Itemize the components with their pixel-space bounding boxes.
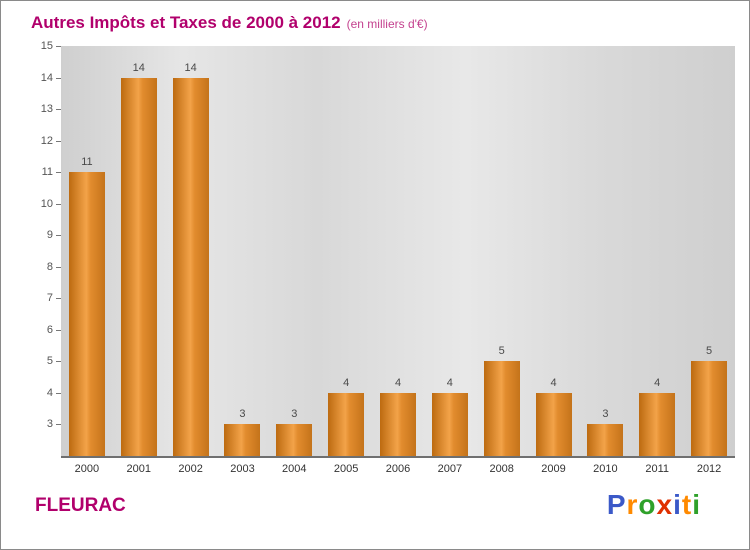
bar-value-label: 14 xyxy=(132,61,145,74)
bar xyxy=(691,361,728,456)
bar xyxy=(483,361,520,456)
x-tick-label: 2003 xyxy=(230,463,255,475)
y-tick-mark xyxy=(56,298,61,300)
chart-header: Autres Impôts et Taxes de 2000 à 2012 (en… xyxy=(31,13,428,33)
bar-value-label: 4 xyxy=(343,376,350,389)
bar-value-label: 5 xyxy=(498,345,505,358)
bar xyxy=(431,392,468,456)
logo-letter: o xyxy=(638,489,657,520)
bar xyxy=(328,392,365,456)
logo-letter: r xyxy=(626,489,639,520)
x-tick-label: 2008 xyxy=(489,463,514,475)
y-tick-mark xyxy=(56,172,61,174)
y-tick-label: 11 xyxy=(41,166,53,179)
logo-letter: P xyxy=(606,489,627,520)
bar-value-label: 14 xyxy=(184,61,197,74)
y-tick-label: 3 xyxy=(46,418,53,431)
y-tick-label: 7 xyxy=(46,292,53,305)
bar-value-label: 4 xyxy=(394,376,402,389)
bar-value-label: 3 xyxy=(291,408,298,421)
logo-letter: x xyxy=(656,489,674,520)
logo-letter: i xyxy=(692,489,701,520)
y-tick-label: 9 xyxy=(46,229,53,242)
bar-value-label: 4 xyxy=(446,376,453,389)
x-tick-label: 2010 xyxy=(593,463,618,475)
bar xyxy=(224,424,261,456)
proxiti-logo[interactable]: Proxiti xyxy=(607,489,701,521)
y-tick-label: 12 xyxy=(40,134,53,147)
x-tick-label: 2012 xyxy=(696,463,722,475)
y-tick-mark xyxy=(56,203,61,205)
bar xyxy=(535,392,572,456)
logo-letter: i xyxy=(673,489,682,520)
y-tick-label: 13 xyxy=(40,103,53,116)
chart-title: Autres Impôts et Taxes de 2000 à 2012 xyxy=(31,13,341,32)
bar-value-label: 4 xyxy=(654,376,661,389)
y-tick-label: 14 xyxy=(40,71,53,84)
x-tick-label: 2007 xyxy=(437,463,463,475)
x-tick-label: 2004 xyxy=(282,463,307,475)
bar xyxy=(639,392,676,456)
bar-value-label: 3 xyxy=(239,408,246,421)
x-tick-label: 2001 xyxy=(126,463,152,475)
y-tick-mark xyxy=(56,77,61,79)
x-tick-label: 2005 xyxy=(333,463,359,475)
y-tick-label: 15 xyxy=(40,40,53,52)
x-tick-label: 2011 xyxy=(645,463,670,475)
y-tick-mark xyxy=(56,424,61,426)
location-label: FLEURAC xyxy=(35,495,126,516)
y-tick-mark xyxy=(56,266,61,268)
bar xyxy=(120,77,157,456)
chart-subtitle: (en milliers d'€) xyxy=(346,17,428,31)
y-tick-label: 10 xyxy=(40,197,53,210)
y-tick-label: 8 xyxy=(46,260,53,273)
y-tick-mark xyxy=(56,235,61,237)
bar-value-label: 3 xyxy=(602,408,609,421)
logo-letter: t xyxy=(681,489,693,520)
x-tick-label: 2009 xyxy=(541,463,566,475)
bar xyxy=(276,424,313,456)
x-tick-label: 2002 xyxy=(178,463,203,475)
x-tick-label: 2000 xyxy=(74,463,100,475)
y-tick-label: 6 xyxy=(46,323,53,336)
bar xyxy=(380,392,416,456)
bar xyxy=(172,77,209,456)
y-tick-label: 4 xyxy=(46,386,53,399)
plot-area: 11 14 14 3 3 4 4 4 5 4 3 4 5 xyxy=(61,46,735,458)
y-tick-mark xyxy=(56,329,61,331)
y-tick-mark xyxy=(56,140,61,142)
bar xyxy=(587,424,624,456)
y-tick-mark xyxy=(56,46,61,47)
bar xyxy=(68,172,105,456)
bar-value-label: 5 xyxy=(706,345,713,358)
y-tick-mark xyxy=(56,361,61,363)
x-tick-label: 2006 xyxy=(385,463,411,475)
y-tick-mark xyxy=(56,392,61,394)
y-tick-label: 5 xyxy=(46,355,53,368)
bar-value-label: 4 xyxy=(550,376,557,389)
y-tick-mark xyxy=(56,109,61,111)
bar-value-label: 11 xyxy=(81,156,93,169)
